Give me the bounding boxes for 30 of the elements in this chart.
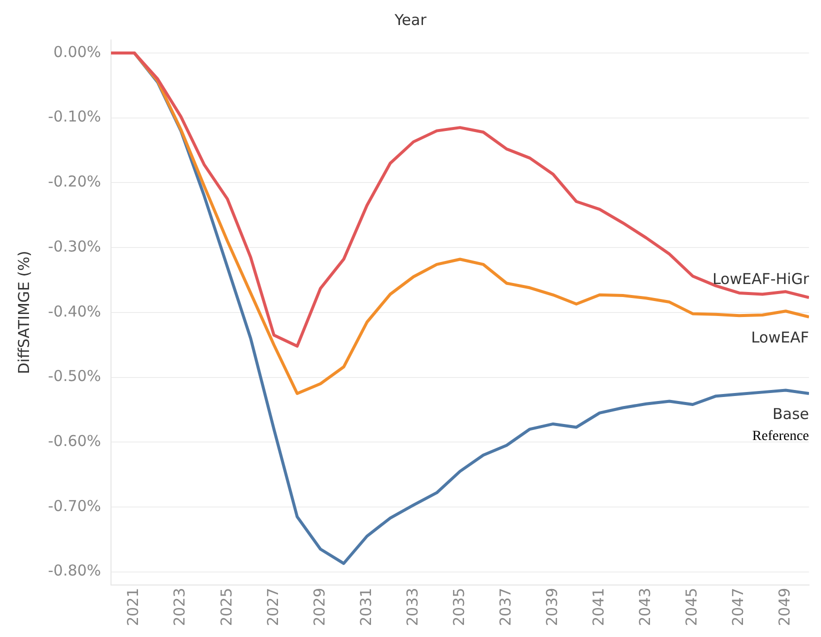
x-tick-label: 2023 (170, 588, 189, 626)
x-tick-label: 2031 (356, 588, 375, 626)
y-tick-label: 0.00% (53, 42, 102, 61)
annotation: Reference (752, 429, 809, 444)
y-axis-title: DiffSATIMGE (%) (14, 250, 33, 374)
x-tick-label: 2029 (310, 588, 328, 626)
y-tick-label: -0.40% (48, 302, 102, 320)
x-axis-title: Year (394, 10, 428, 29)
y-tick-label: -0.20% (48, 172, 102, 191)
x-tick-label: 2035 (450, 588, 468, 626)
x-tick-label: 2021 (124, 588, 142, 626)
x-tick-label: 2039 (542, 588, 561, 626)
series-label: Base (772, 404, 809, 423)
x-tick-label: 2037 (496, 588, 514, 626)
y-tick-label: -0.50% (48, 367, 102, 386)
x-tick-label: 2033 (403, 588, 422, 626)
y-tick-label: -0.70% (48, 496, 102, 515)
x-tick-label: 2041 (590, 588, 608, 626)
series-label: LowEAF-HiGr (712, 270, 810, 288)
x-tick-label: 2027 (264, 588, 282, 626)
y-tick-label: -0.80% (48, 562, 102, 580)
x-tick-label: 2043 (636, 588, 654, 626)
x-tick-label: 2049 (776, 588, 794, 626)
y-tick-label: -0.60% (48, 432, 102, 450)
x-tick-label: 2025 (217, 588, 236, 626)
y-tick-label: -0.30% (48, 237, 102, 256)
series-label: LowEAF (751, 328, 809, 346)
y-tick-label: -0.10% (48, 108, 102, 126)
x-tick-label: 2045 (682, 588, 701, 626)
x-tick-label: 2047 (729, 588, 748, 626)
